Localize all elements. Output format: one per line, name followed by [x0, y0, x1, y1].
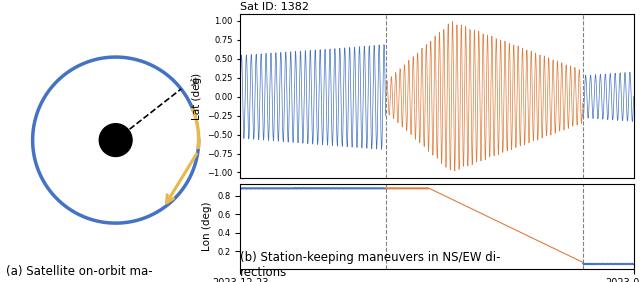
Circle shape [99, 124, 132, 157]
Y-axis label: Lon (deg): Lon (deg) [202, 201, 212, 251]
Y-axis label: Lat (deg): Lat (deg) [191, 73, 202, 120]
Text: ✈: ✈ [184, 73, 202, 91]
Text: Sat ID: 1382: Sat ID: 1382 [240, 2, 309, 12]
Text: (a) Satellite on-orbit ma-
neuvers: (a) Satellite on-orbit ma- neuvers [6, 265, 153, 282]
Text: (b) Station-keeping maneuvers in NS/EW di-
rections: (b) Station-keeping maneuvers in NS/EW d… [240, 251, 500, 279]
Text: 🌍: 🌍 [110, 131, 121, 149]
